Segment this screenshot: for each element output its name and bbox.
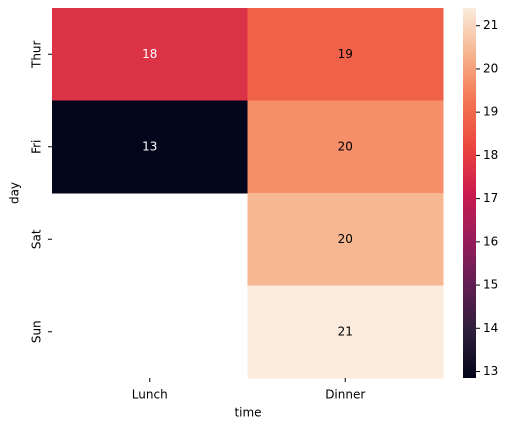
x-tick-label: Lunch — [132, 388, 168, 402]
heatmap-cell — [52, 100, 248, 194]
colorbar-tick-label: 16 — [483, 234, 498, 248]
heatmap-cell — [247, 8, 444, 101]
colorbar-tick-label: 19 — [483, 105, 498, 119]
colorbar-tick-label: 17 — [483, 191, 498, 205]
colorbar-tick-label: 20 — [483, 61, 498, 75]
y-tick-label: Thur — [30, 40, 44, 69]
heatmap-cell — [247, 285, 444, 379]
heatmap-cell — [247, 193, 444, 286]
colorbar-tick-label: 13 — [483, 364, 498, 378]
heatmap-cell — [52, 8, 248, 101]
x-tick-label: Dinner — [325, 388, 365, 402]
cell-label: 19 — [338, 47, 353, 61]
colorbar-tick-label: 14 — [483, 321, 498, 335]
colorbar-tick-label: 18 — [483, 148, 498, 162]
heatmap-cell — [247, 100, 444, 194]
cell-label: 20 — [338, 232, 353, 246]
cell-label: 20 — [338, 139, 353, 153]
colorbar-tick-label: 15 — [483, 278, 498, 292]
y-tick-label: Sat — [30, 229, 44, 249]
x-axis-label: time — [234, 406, 261, 420]
cell-label: 13 — [142, 139, 157, 153]
y-axis-label: day — [8, 182, 22, 204]
cell-label: 18 — [142, 47, 157, 61]
colorbar — [463, 8, 476, 378]
colorbar-tick-label: 21 — [483, 18, 498, 32]
cell-label: 21 — [338, 324, 353, 338]
y-tick-label: Fri — [30, 140, 44, 154]
y-tick-label: Sun — [30, 320, 44, 343]
